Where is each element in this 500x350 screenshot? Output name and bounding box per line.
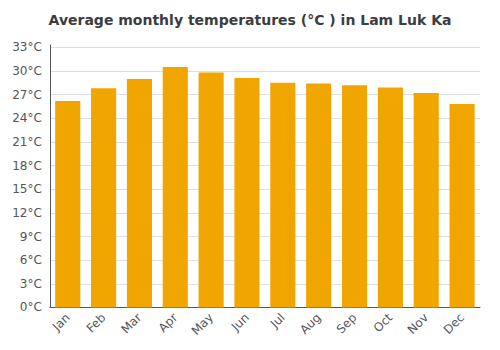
svg-text:6°C: 6°C [20,253,42,267]
svg-text:18°C: 18°C [12,159,42,173]
svg-text:Aug: Aug [297,311,323,337]
svg-text:Jul: Jul [267,311,288,332]
svg-text:33°C: 33°C [12,40,42,54]
svg-text:Nov: Nov [405,311,431,337]
svg-text:15°C: 15°C [12,182,42,196]
svg-text:3°C: 3°C [20,277,42,291]
svg-text:Mar: Mar [118,310,144,336]
svg-text:Jan: Jan [49,311,73,335]
svg-text:Average monthly temperatures (: Average monthly temperatures (°C ) in La… [49,12,452,28]
svg-text:0°C: 0°C [20,300,42,314]
svg-text:27°C: 27°C [12,88,42,102]
svg-text:Oct: Oct [371,310,396,335]
svg-text:30°C: 30°C [12,64,42,78]
svg-text:21°C: 21°C [12,135,42,149]
svg-text:24°C: 24°C [12,111,42,125]
svg-text:9°C: 9°C [20,230,42,244]
svg-text:Dec: Dec [441,311,467,337]
svg-text:Jun: Jun [228,311,252,335]
svg-text:Sep: Sep [334,311,360,337]
svg-text:Feb: Feb [84,311,109,336]
svg-text:12°C: 12°C [12,206,42,220]
svg-text:May: May [189,311,216,338]
svg-text:Apr: Apr [156,310,181,335]
